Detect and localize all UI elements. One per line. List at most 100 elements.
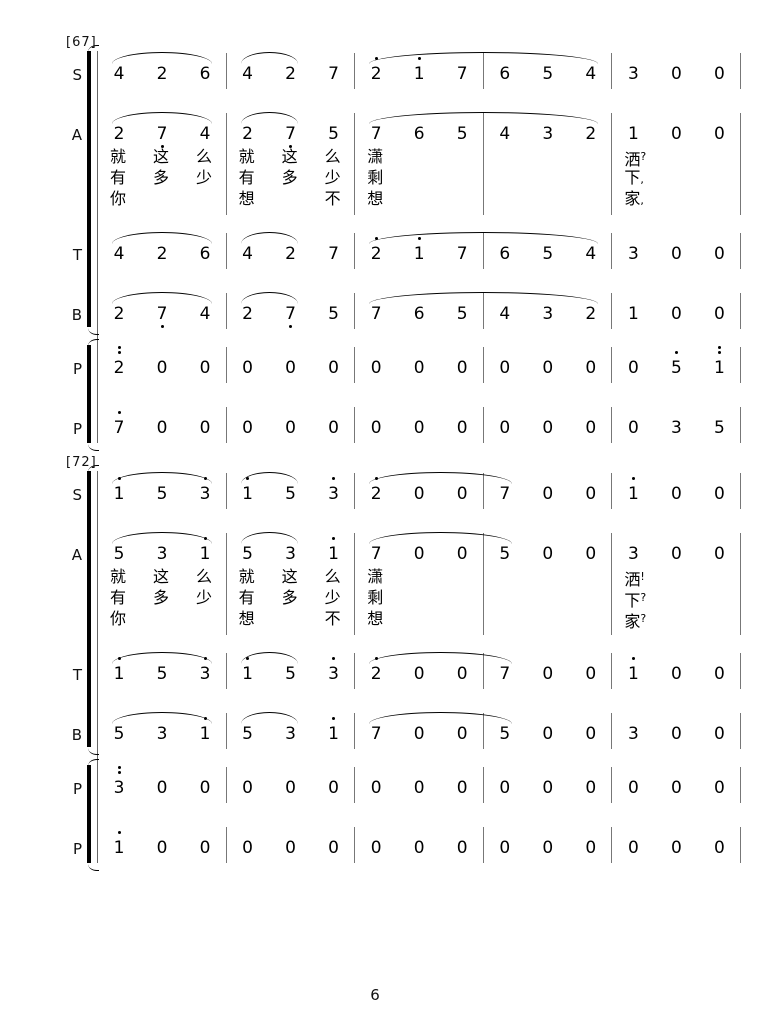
barline [482, 713, 484, 749]
note: 2 [370, 664, 382, 684]
note: 7 [456, 64, 468, 84]
note: 1 [199, 544, 211, 564]
note: 2 [585, 124, 597, 144]
barline [354, 233, 356, 269]
barline [740, 113, 741, 215]
lyric-syllable: 不 [324, 189, 341, 208]
barline [611, 407, 613, 443]
lyric-syllable: 有 [110, 168, 127, 187]
note: 1 [328, 724, 339, 744]
note: 3 [627, 244, 639, 264]
barline [611, 827, 613, 863]
choir-bracket [87, 471, 91, 747]
barline [611, 347, 613, 383]
lyric-syllable: 剩 [367, 168, 384, 187]
lyric-syllable: 多 [153, 588, 170, 607]
note: 0 [456, 664, 468, 684]
barline [225, 347, 227, 383]
note: 0 [242, 418, 253, 438]
lyric-punctuation: , [640, 173, 644, 186]
note: 0 [242, 778, 253, 798]
lyric-syllable: 么 [324, 567, 341, 586]
octave-dot-above [631, 477, 635, 480]
note: 0 [585, 484, 597, 504]
note: 0 [413, 724, 425, 744]
note: 3 [627, 724, 639, 744]
barline [354, 533, 356, 635]
slur [240, 532, 298, 544]
note: 0 [413, 484, 425, 504]
note: 7 [456, 244, 468, 264]
note: 4 [113, 64, 125, 84]
voice-label: P [72, 420, 82, 438]
octave-dot-below [289, 145, 293, 148]
note: 1 [242, 484, 253, 504]
note: 5 [713, 418, 725, 438]
note: 0 [328, 838, 339, 858]
barline [482, 347, 484, 383]
barline [482, 53, 484, 89]
note: 4 [199, 124, 211, 144]
lyric-punctuation: ? [640, 150, 647, 163]
note: 3 [328, 484, 339, 504]
note: 0 [285, 418, 296, 438]
note: 5 [328, 124, 339, 144]
note: 0 [199, 838, 211, 858]
lyric-syllable: 多 [281, 588, 298, 607]
choir-bracket-top-hook [88, 45, 99, 53]
octave-dot-above [717, 351, 721, 354]
barline [225, 293, 227, 329]
barline [354, 827, 356, 863]
octave-dot-below [289, 325, 293, 328]
octave-dot-above [631, 657, 635, 660]
note: 0 [713, 244, 725, 264]
lyric-syllable: 这 [153, 147, 170, 166]
note: 0 [499, 418, 511, 438]
note: 5 [242, 724, 253, 744]
note: 3 [156, 544, 168, 564]
note: 7 [156, 304, 168, 324]
note: 5 [328, 304, 339, 324]
lyric-syllable: 想 [367, 609, 384, 628]
note: 0 [242, 838, 253, 858]
note: 7 [328, 64, 339, 84]
note: 0 [328, 418, 339, 438]
slur [112, 472, 212, 484]
note: 0 [499, 358, 511, 378]
note: 2 [113, 304, 125, 324]
note: 7 [370, 124, 382, 144]
note: 0 [199, 418, 211, 438]
note: 5 [670, 358, 682, 378]
slur [240, 232, 298, 244]
barline [611, 533, 613, 635]
octave-dot-above [332, 657, 336, 660]
lyric-syllable: 这 [153, 567, 170, 586]
note: 0 [585, 418, 597, 438]
barline [482, 407, 484, 443]
slur [369, 712, 512, 724]
note: 3 [113, 778, 125, 798]
note: 0 [542, 724, 554, 744]
note: 3 [199, 484, 211, 504]
choir-bracket-top-hook [88, 465, 99, 473]
note: 4 [499, 124, 511, 144]
slur [112, 652, 212, 664]
note: 0 [713, 304, 725, 324]
barline [740, 713, 741, 749]
note: 1 [113, 664, 125, 684]
note: 0 [670, 544, 682, 564]
barline [482, 473, 484, 509]
note: 6 [199, 244, 211, 264]
lyric-syllable: 少 [324, 168, 341, 187]
barline [740, 293, 741, 329]
piano-bracket-top-hook [88, 339, 99, 347]
barline [611, 293, 613, 329]
lyric-punctuation: ? [640, 591, 647, 604]
note: 5 [542, 64, 554, 84]
note: 3 [627, 64, 639, 84]
lyric-syllable: 这 [281, 567, 298, 586]
note: 0 [499, 838, 511, 858]
barline [611, 233, 613, 269]
barline [740, 827, 741, 863]
